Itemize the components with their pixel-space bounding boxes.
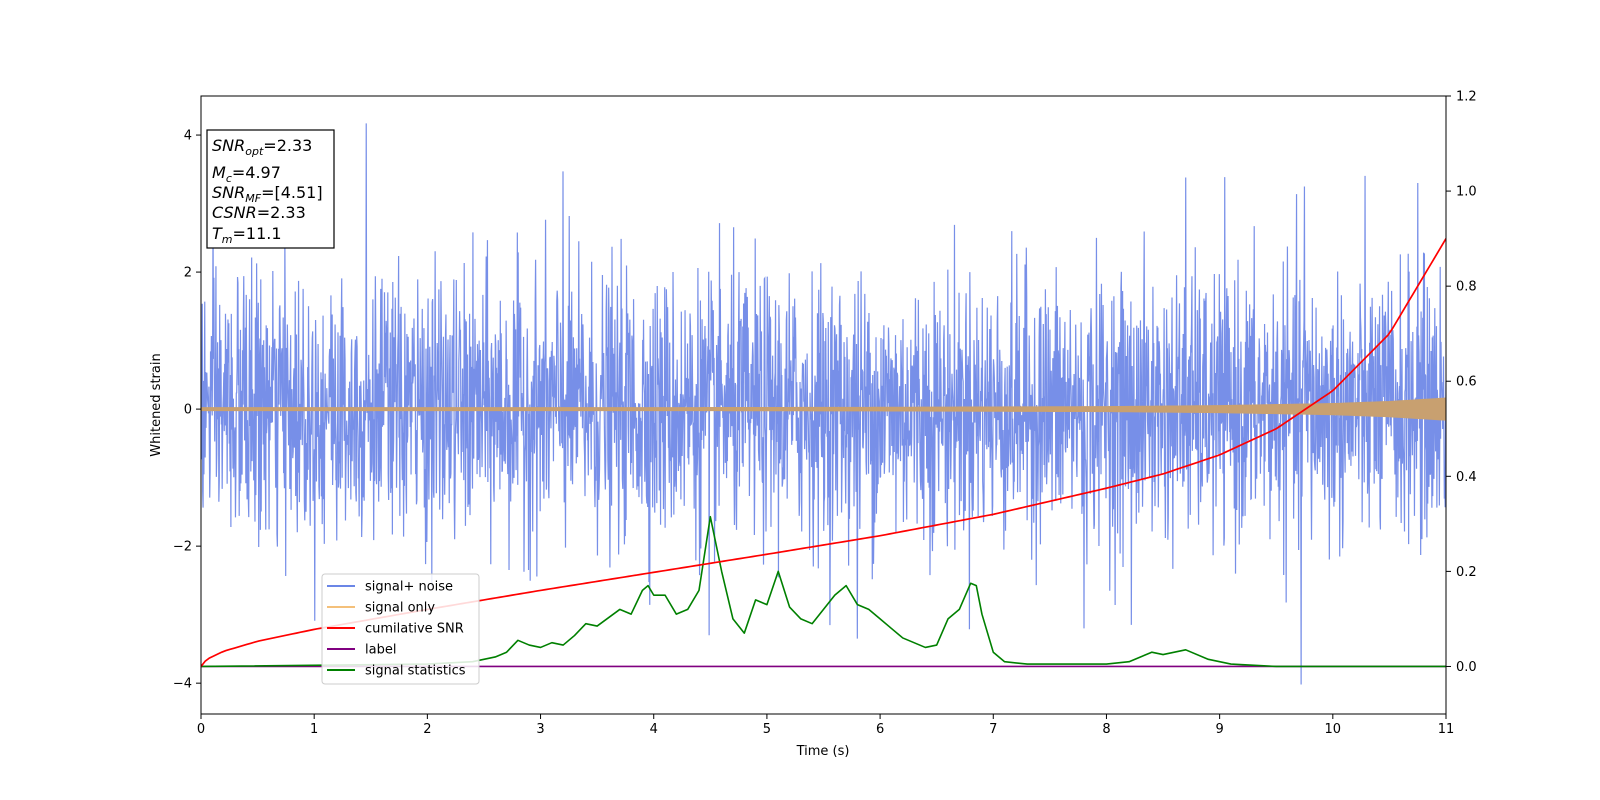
y2-tick-label: 1.2 — [1456, 90, 1477, 105]
stats-line: SNRopt=2.33 — [212, 136, 312, 158]
y-tick-label: 0 — [184, 403, 192, 418]
y2-tick-label: 0.4 — [1456, 470, 1477, 485]
stats-box-frame — [206, 129, 335, 249]
x-tick-label: 1 — [310, 722, 318, 737]
x-tick-label: 11 — [1438, 722, 1455, 737]
y2-tick-label: 0.8 — [1456, 280, 1477, 295]
x-tick-label: 0 — [197, 722, 205, 737]
x-tick-label: 5 — [763, 722, 771, 737]
x-tick-label: 7 — [989, 722, 997, 737]
x-tick-label: 9 — [1215, 722, 1223, 737]
x-tick-label: 2 — [423, 722, 431, 737]
y-axis-title: Whitened strain — [149, 353, 164, 456]
y-tick-label: −4 — [173, 677, 192, 692]
y-axis-right: 1.2 1.0 0.8 0.6 0.4 0.2 0.0 — [1446, 90, 1477, 675]
stats-line: Mc=4.97 — [212, 163, 281, 185]
legend-label: cumilative SNR — [365, 622, 464, 637]
legend-label: label — [365, 643, 396, 658]
y2-tick-label: 0.2 — [1456, 565, 1477, 580]
y-tick-label: 2 — [184, 266, 192, 281]
x-axis-title: Time (s) — [796, 744, 850, 759]
x-tick-label: 8 — [1102, 722, 1110, 737]
x-tick-label: 3 — [536, 722, 544, 737]
series-signal-statistics — [201, 515, 1446, 668]
stats-line: CSNR=2.33 — [212, 203, 306, 222]
legend: signal+ noise signal only cumilative SNR la… — [321, 573, 480, 685]
legend-label: signal statistics — [365, 664, 466, 679]
y2-tick-label: 0.6 — [1456, 375, 1477, 390]
x-tick-label: 10 — [1325, 722, 1342, 737]
plot-frame — [200, 95, 1447, 715]
legend-label: signal only — [365, 601, 435, 616]
x-tick-label: 4 — [650, 722, 658, 737]
series-signal-only — [201, 397, 1446, 421]
legend-label: signal+ noise — [365, 580, 453, 595]
x-tick-label: 6 — [876, 722, 884, 737]
y-tick-label: −2 — [173, 540, 192, 555]
stats-line: Tm=11.1 — [212, 224, 282, 246]
y-tick-label: 4 — [184, 129, 192, 144]
x-axis: 0 1 2 3 4 5 6 7 8 9 10 11 — [197, 714, 1454, 737]
y2-tick-label: 0.0 — [1456, 660, 1477, 675]
y-axis-left: 4 2 0 −2 −4 — [173, 129, 201, 692]
y2-tick-label: 1.0 — [1456, 185, 1477, 200]
legend-frame — [321, 573, 480, 685]
stats-line: SNRMF=[4.51] — [212, 183, 323, 205]
